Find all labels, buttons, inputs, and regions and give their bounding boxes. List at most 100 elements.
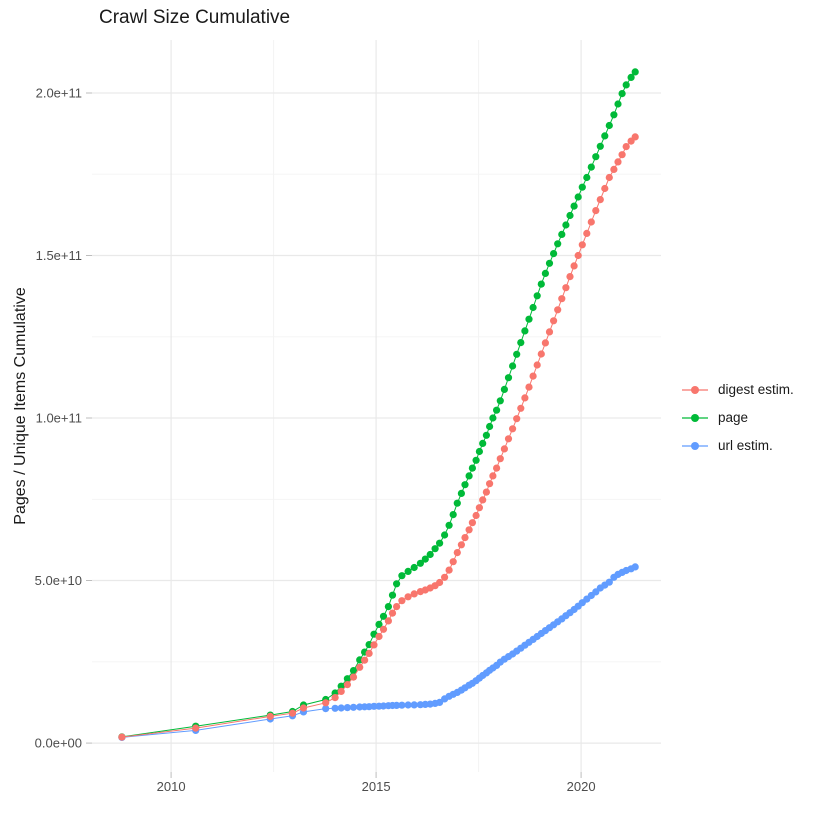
y-tick-label: 5.0e+10 (35, 573, 82, 588)
series-point-page (416, 559, 424, 567)
series-point-digest-estim (566, 273, 574, 281)
series-point-url-estim (349, 703, 358, 711)
series-point-page (570, 202, 578, 210)
series-point-page (504, 374, 513, 382)
series-point-page (482, 431, 490, 439)
series-point-page (554, 240, 562, 248)
series-point-page (457, 489, 465, 497)
series-point-digest-estim (574, 251, 582, 260)
series-point-url-estim (436, 698, 444, 707)
legend-item-digest-estim: digest estim. (681, 380, 794, 399)
series-point-page (468, 464, 476, 472)
series-point-digest-estim (349, 673, 358, 681)
series-point-page (562, 221, 570, 229)
series-point-digest-estim (343, 681, 351, 689)
series-line-url-estim (121, 566, 636, 738)
series-point-digest-estim (379, 625, 388, 633)
series-point-page (496, 397, 504, 405)
series-point-digest-estim (500, 445, 508, 453)
series-point-page (384, 603, 392, 611)
series-point-page (388, 591, 397, 599)
series-point-digest-estim (504, 435, 513, 443)
series-point-page (601, 132, 609, 140)
series-point-digest-estim (365, 649, 373, 658)
series-point-digest-estim (583, 229, 591, 237)
series-point-page (486, 422, 494, 431)
legend-label-page: page (718, 410, 749, 425)
series-point-page (541, 269, 550, 277)
series-point-page (592, 153, 600, 161)
series-point-digest-estim (550, 317, 558, 325)
series-point-page (441, 531, 449, 539)
series-point-digest-estim (496, 455, 504, 463)
series-point-page (479, 439, 487, 447)
series-point-page (404, 567, 412, 576)
series-point-page (426, 550, 434, 559)
legend-key-url-icon (682, 441, 708, 450)
series-point-page (578, 183, 586, 191)
series-point-page (379, 612, 388, 620)
series-point-digest-estim (479, 496, 487, 504)
legend-key-dot (691, 441, 699, 450)
y-tick-label: 0.0e+00 (35, 736, 82, 751)
series-point-page (550, 250, 558, 258)
series-point-digest-estim (266, 712, 274, 721)
series-point-page (587, 163, 595, 171)
series-point-digest-estim (545, 328, 554, 336)
series-point-page (453, 499, 461, 507)
series-point-page (618, 90, 626, 98)
series-point-digest-estim (472, 511, 480, 520)
series-point-page (605, 121, 613, 130)
series-point-digest-estim (541, 339, 550, 347)
legend-key-dot (691, 413, 699, 422)
y-tick-label: 1.0e+11 (36, 411, 82, 426)
legend-label-url-estim: url estim. (718, 438, 773, 453)
x-tick-label: 2010 (157, 779, 186, 794)
series-point-page (574, 193, 582, 201)
series-point-digest-estim (622, 143, 630, 151)
series-point-digest-estim (529, 372, 537, 380)
series-point-page (410, 563, 418, 572)
series-point-page (583, 173, 591, 182)
series-point-page (393, 580, 401, 588)
series-point-digest-estim (465, 526, 473, 534)
series-point-page (525, 315, 533, 323)
series-point-page (375, 620, 383, 629)
series-point-digest-estim (537, 350, 545, 358)
series-point-page (431, 545, 439, 553)
series-point-digest-estim (453, 549, 461, 557)
series-point-page (521, 327, 529, 335)
series-point-url-estim (398, 701, 406, 709)
legend-key-page-icon (682, 413, 708, 422)
series-point-page (475, 447, 483, 456)
series-point-page (631, 68, 639, 76)
series-point-digest-estim (370, 641, 378, 649)
series-point-digest-estim (475, 504, 483, 512)
legend-item-page: page (681, 408, 794, 427)
series-point-page (596, 142, 604, 150)
series-point-digest-estim (533, 361, 541, 369)
series-point-page (436, 539, 444, 547)
series-point-url-estim (331, 704, 339, 712)
series-point-page (627, 73, 635, 81)
series-point-page (349, 667, 358, 675)
series-point-digest-estim (288, 709, 297, 717)
series-point-digest-estim (558, 295, 566, 303)
series-point-digest-estim (618, 151, 626, 159)
series-point-digest-estim (361, 656, 369, 664)
series-point-digest-estim (605, 173, 613, 182)
series-point-digest-estim (375, 632, 383, 641)
series-point-digest-estim (393, 603, 401, 611)
series-point-page (337, 682, 345, 690)
series-point-digest-estim (601, 184, 609, 193)
chart-title: Crawl Size Cumulative (99, 7, 291, 28)
series-point-digest-estim (337, 687, 345, 696)
series-point-url-estim (322, 705, 330, 713)
series-point-url-estim (404, 701, 412, 709)
series-point-digest-estim (513, 415, 521, 423)
legend-key-dot (691, 385, 699, 394)
legend: digest estim. page url estim. (681, 380, 794, 455)
series-point-digest-estim (118, 733, 126, 741)
series-point-digest-estim (587, 218, 595, 226)
